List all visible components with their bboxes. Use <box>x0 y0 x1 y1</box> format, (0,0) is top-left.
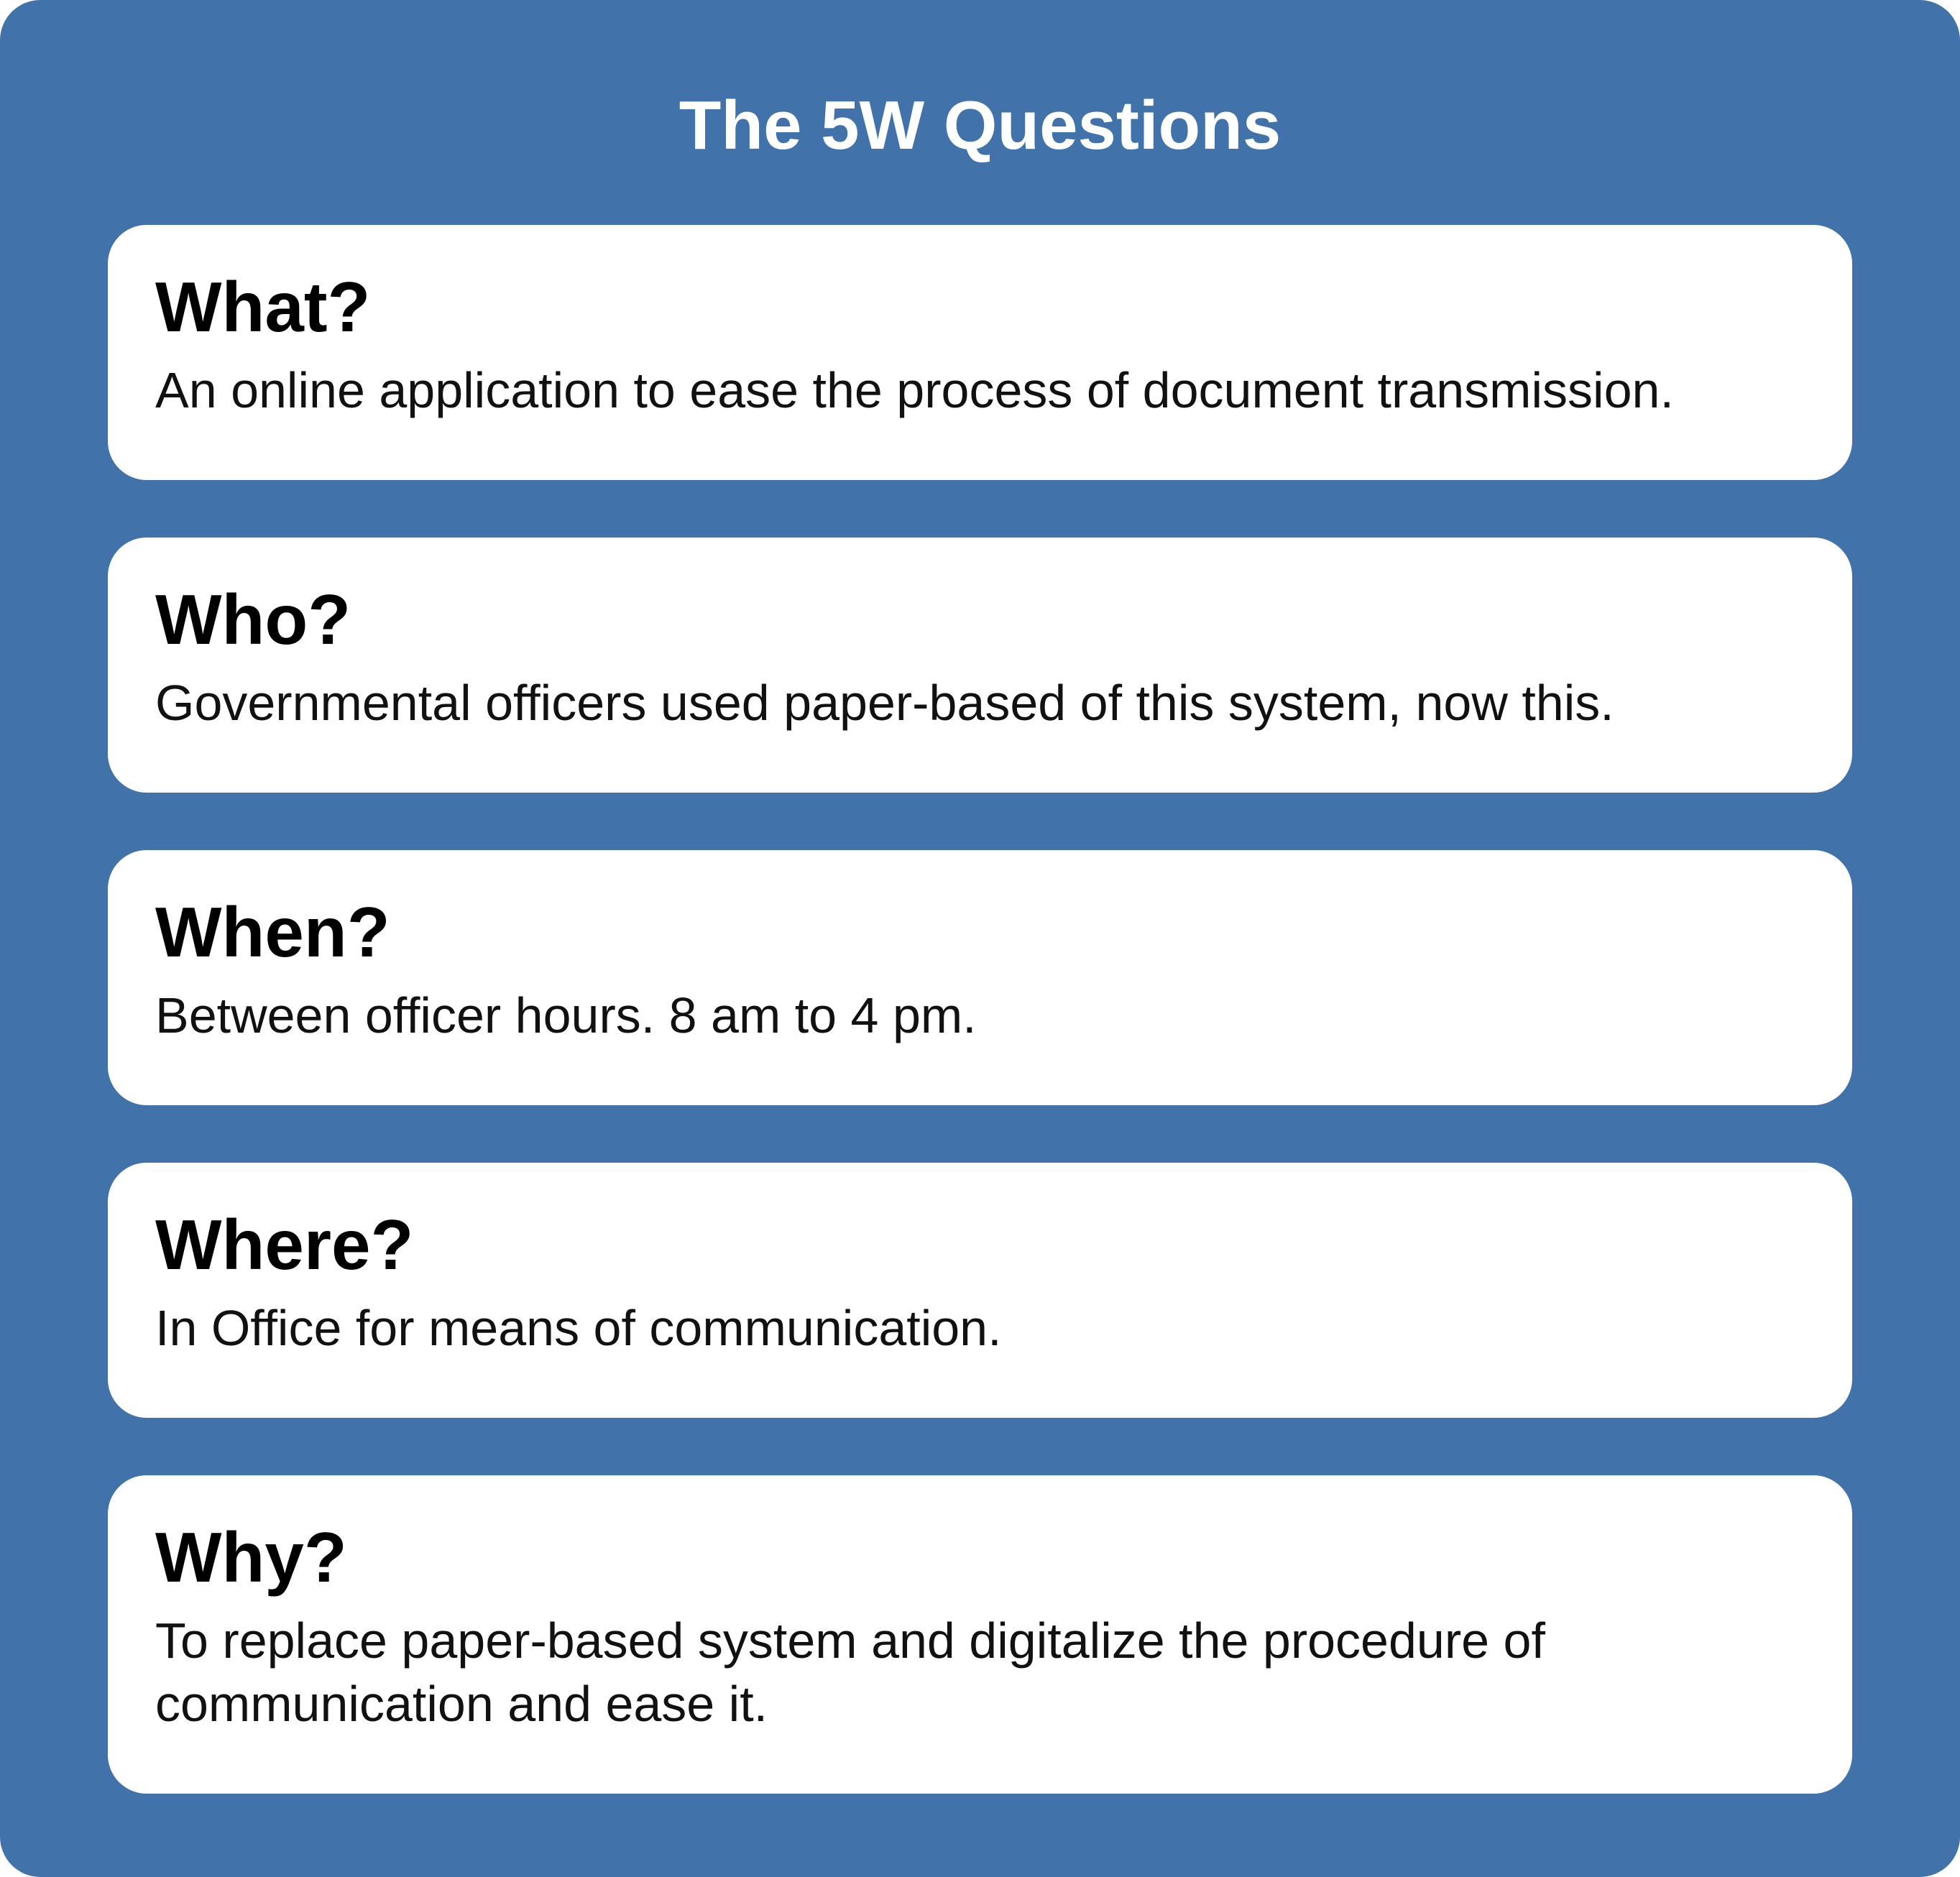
card-answer: An online application to ease the proces… <box>155 362 1674 418</box>
card-when: When? Between officer hours. 8 am to 4 p… <box>108 850 1852 1105</box>
card-who: Who? Governmental officers used paper-ba… <box>108 538 1852 793</box>
card-question: What? <box>155 267 371 346</box>
card-what: What? An online application to ease the … <box>108 225 1852 480</box>
card-question: Where? <box>155 1205 414 1284</box>
card-answer: In Office for means of communication. <box>155 1300 1002 1356</box>
diagram-title: The 5W Questions <box>678 87 1282 164</box>
card-question: Who? <box>155 580 351 659</box>
card-question: When? <box>155 893 390 972</box>
card-where: Where? In Office for means of communicat… <box>108 1163 1852 1418</box>
card-question: Why? <box>155 1518 347 1597</box>
card-answer: Between officer hours. 8 am to 4 pm. <box>155 987 977 1043</box>
card-why: Why? To replace paper-based system and d… <box>108 1475 1852 1794</box>
card-answer: To replace paper-based system and digita… <box>155 1613 1545 1732</box>
card-answer: Governmental officers used paper-based o… <box>155 675 1614 731</box>
